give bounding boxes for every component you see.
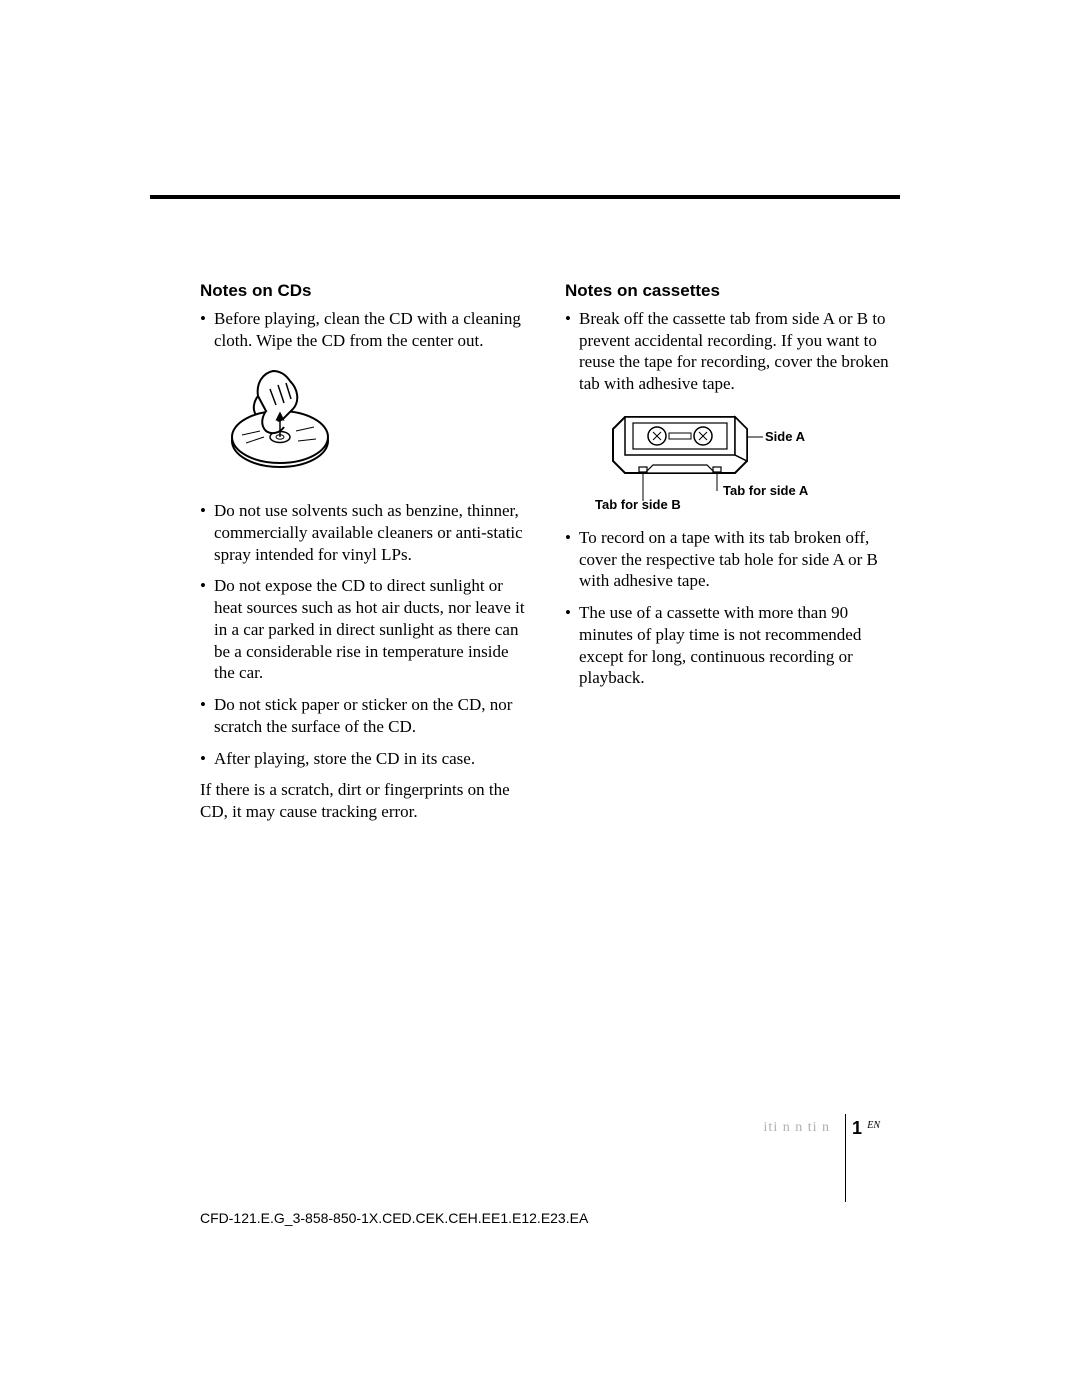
cassette-item: Break off the cassette tab from side A o…	[565, 308, 895, 395]
two-column-layout: Notes on CDs Before playing, clean the C…	[200, 280, 900, 833]
cds-item: Before playing, clean the CD with a clea…	[200, 308, 530, 352]
cassettes-list-after: To record on a tape with its tab broken …	[565, 527, 895, 689]
label-tab-a: Tab for side A	[723, 483, 808, 500]
document-code: CFD-121.E.G_3-858-850-1X.CED.CEK.CEH.EE1…	[200, 1210, 588, 1226]
footer-divider	[845, 1114, 846, 1202]
label-side-a: Side A	[765, 429, 805, 446]
cds-list: Before playing, clean the CD with a clea…	[200, 308, 530, 352]
cds-list-2: Do not use solvents such as benzine, thi…	[200, 500, 530, 769]
cds-after-paragraph: If there is a scratch, dirt or fingerpri…	[200, 779, 530, 823]
page-language: EN	[867, 1120, 880, 1131]
notes-cassettes-heading: Notes on cassettes	[565, 280, 895, 302]
notes-cds-heading: Notes on CDs	[200, 280, 530, 302]
cd-cleaning-illustration	[218, 361, 530, 482]
page-content: Notes on CDs Before playing, clean the C…	[200, 195, 900, 833]
page-number: 1	[852, 1118, 862, 1139]
cassettes-list-before: Break off the cassette tab from side A o…	[565, 308, 895, 395]
cds-item: Do not expose the CD to direct sunlight …	[200, 575, 530, 684]
label-tab-b: Tab for side B	[595, 497, 681, 514]
section-name: iti n n ti n	[764, 1120, 830, 1136]
cassette-item: To record on a tape with its tab broken …	[565, 527, 895, 592]
cds-item: After playing, store the CD in its case.	[200, 748, 530, 770]
cassette-item: The use of a cassette with more than 90 …	[565, 602, 895, 689]
cds-item: Do not stick paper or sticker on the CD,…	[200, 694, 530, 738]
cassette-illustration: Side A Tab for side A Tab for side B	[605, 409, 865, 509]
left-column: Notes on CDs Before playing, clean the C…	[200, 280, 530, 833]
right-column: Notes on cassettes Break off the cassett…	[565, 280, 895, 833]
cds-item: Do not use solvents such as benzine, thi…	[200, 500, 530, 565]
